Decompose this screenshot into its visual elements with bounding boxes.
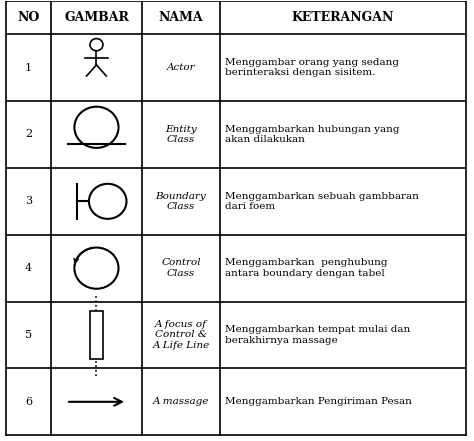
Text: NAMA: NAMA (159, 11, 203, 24)
Text: Boundary
Class: Boundary Class (155, 192, 206, 211)
Text: 5: 5 (25, 330, 32, 340)
Text: Entity
Class: Entity Class (165, 125, 197, 144)
Text: KETERANGAN: KETERANGAN (292, 11, 394, 24)
Text: Menggambarkan tempat mulai dan
berakhirnya massage: Menggambarkan tempat mulai dan berakhirn… (225, 325, 410, 345)
Text: Menggambarkan hubungan yang
akan dilakukan: Menggambarkan hubungan yang akan dilakuk… (225, 125, 400, 144)
Text: Menggambarkan sebuah gambbaran
dari foem: Menggambarkan sebuah gambbaran dari foem (225, 192, 419, 211)
Text: Menggambar orang yang sedang
berinteraksi dengan sisitem.: Menggambar orang yang sedang berinteraks… (225, 58, 399, 77)
Text: 1: 1 (25, 63, 32, 73)
Text: Menggambarkan Pengiriman Pesan: Menggambarkan Pengiriman Pesan (225, 397, 412, 406)
Text: 4: 4 (25, 263, 32, 273)
Text: A massage: A massage (153, 397, 209, 406)
Text: Actor: Actor (167, 63, 195, 72)
Text: 3: 3 (25, 196, 32, 206)
Text: NO: NO (17, 11, 39, 24)
Text: A focus of
Control &
A Life Line: A focus of Control & A Life Line (152, 320, 210, 350)
Text: 2: 2 (25, 130, 32, 139)
Text: 6: 6 (25, 397, 32, 407)
Text: Menggambarkan  penghubung
antara boundary dengan tabel: Menggambarkan penghubung antara boundary… (225, 258, 388, 278)
Text: GAMBAR: GAMBAR (64, 11, 129, 24)
Bar (90, 311, 103, 359)
Text: Control
Class: Control Class (161, 258, 201, 278)
